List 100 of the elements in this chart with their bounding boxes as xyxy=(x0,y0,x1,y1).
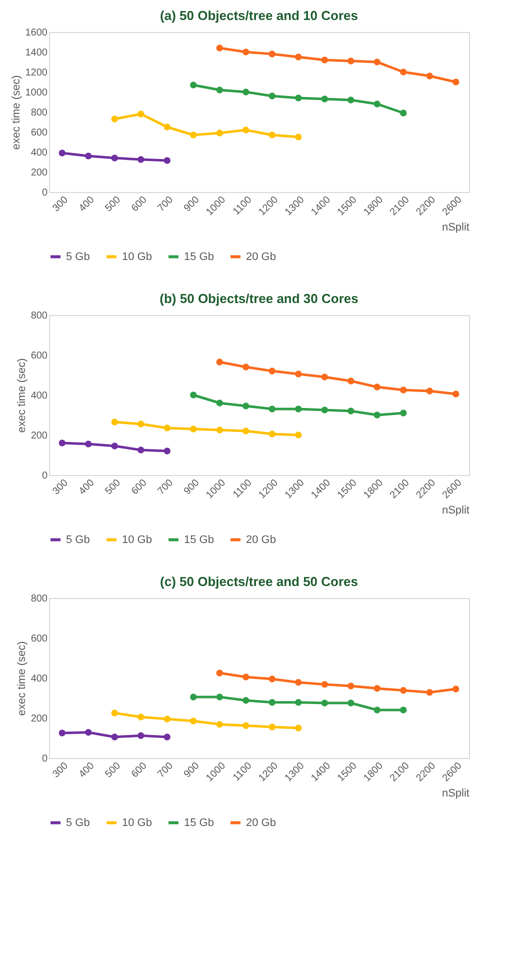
point xyxy=(268,676,276,682)
point xyxy=(58,150,66,156)
point xyxy=(111,418,118,426)
point xyxy=(321,406,328,414)
x-tick-label: 600 xyxy=(130,477,150,498)
y-tick-label: 1600 xyxy=(25,28,48,38)
point xyxy=(268,132,276,138)
point xyxy=(374,384,380,390)
point xyxy=(452,78,460,86)
legend-label: 5 Gb xyxy=(66,816,90,829)
point xyxy=(190,132,197,138)
y-tick-label: 600 xyxy=(30,350,48,362)
y-axis-title: exec time (sec) xyxy=(16,358,28,433)
point xyxy=(216,44,223,52)
y-tick-label: 800 xyxy=(30,594,48,604)
x-tick-label: 600 xyxy=(130,760,150,780)
point xyxy=(295,370,302,378)
chart-title: (b) 50 Objects/tree and 30 Cores xyxy=(160,291,358,306)
point xyxy=(58,730,66,736)
y-tick-label: 1000 xyxy=(25,88,48,98)
point xyxy=(452,686,460,692)
x-tick-label: 500 xyxy=(103,477,124,498)
point xyxy=(400,110,407,116)
point xyxy=(111,116,118,122)
point xyxy=(295,679,302,686)
y-axis-title: exec time (sec) xyxy=(10,75,22,150)
point xyxy=(216,358,223,366)
point xyxy=(138,110,144,118)
y-tick-label: 0 xyxy=(42,754,48,764)
x-axis-title: nSplit xyxy=(442,504,470,516)
x-tick-label: 900 xyxy=(182,760,202,780)
point xyxy=(268,724,276,730)
point xyxy=(216,670,223,676)
y-tick-label: 200 xyxy=(30,168,48,178)
legend-label: 10 Gb xyxy=(122,816,152,829)
legend-label: 15 Gb xyxy=(184,534,214,546)
point xyxy=(111,734,118,740)
x-tick-label: 900 xyxy=(182,194,202,214)
point xyxy=(268,430,276,438)
point xyxy=(58,440,66,446)
point xyxy=(400,687,407,694)
point xyxy=(190,694,197,700)
x-tick-label: 400 xyxy=(77,477,97,498)
legend-label: 20 Gb xyxy=(246,534,276,546)
point xyxy=(164,734,170,740)
y-tick-label: 1400 xyxy=(25,48,48,58)
legend-label: 15 Gb xyxy=(184,816,214,829)
point xyxy=(85,152,92,160)
point xyxy=(268,50,276,58)
y-tick-label: 600 xyxy=(30,634,48,644)
point xyxy=(321,374,328,380)
point xyxy=(295,134,302,140)
point xyxy=(164,716,170,722)
point xyxy=(268,406,276,412)
point xyxy=(216,721,223,728)
y-tick-label: 0 xyxy=(42,188,48,198)
point xyxy=(400,386,407,394)
x-axis-title: nSplit xyxy=(442,221,470,234)
legend-label: 10 Gb xyxy=(122,250,152,263)
point xyxy=(452,390,460,398)
point xyxy=(138,420,144,428)
legend-label: 5 Gb xyxy=(66,534,90,546)
point xyxy=(321,56,328,64)
legend-label: 20 Gb xyxy=(246,250,276,263)
y-tick-label: 400 xyxy=(30,148,48,158)
point xyxy=(164,424,170,432)
point xyxy=(295,699,302,706)
x-tick-label: 700 xyxy=(156,194,176,214)
point xyxy=(321,681,328,688)
point xyxy=(242,126,250,134)
x-axis-title: nSplit xyxy=(442,787,470,800)
point xyxy=(374,685,380,692)
point xyxy=(295,432,302,438)
y-tick-label: 400 xyxy=(30,390,48,402)
legend-label: 20 Gb xyxy=(246,816,276,829)
point xyxy=(242,428,250,434)
point xyxy=(295,54,302,60)
point xyxy=(190,392,197,398)
y-tick-label: 600 xyxy=(30,128,48,138)
x-tick-label: 700 xyxy=(156,477,176,498)
point xyxy=(321,700,328,706)
y-axis-title: exec time (sec) xyxy=(16,641,28,716)
point xyxy=(216,426,223,434)
y-tick-label: 200 xyxy=(30,430,48,442)
point xyxy=(138,732,144,739)
point xyxy=(111,710,118,716)
x-tick-label: 300 xyxy=(50,194,71,214)
x-tick-label: 600 xyxy=(130,194,150,214)
point xyxy=(268,699,276,706)
point xyxy=(295,94,302,102)
point xyxy=(138,714,144,720)
point xyxy=(190,426,197,432)
point xyxy=(242,674,250,680)
x-tick-label: 500 xyxy=(103,760,124,780)
point xyxy=(348,378,354,384)
point xyxy=(295,724,302,732)
point xyxy=(190,718,197,724)
point xyxy=(268,368,276,374)
point xyxy=(111,442,118,450)
point xyxy=(348,408,354,414)
